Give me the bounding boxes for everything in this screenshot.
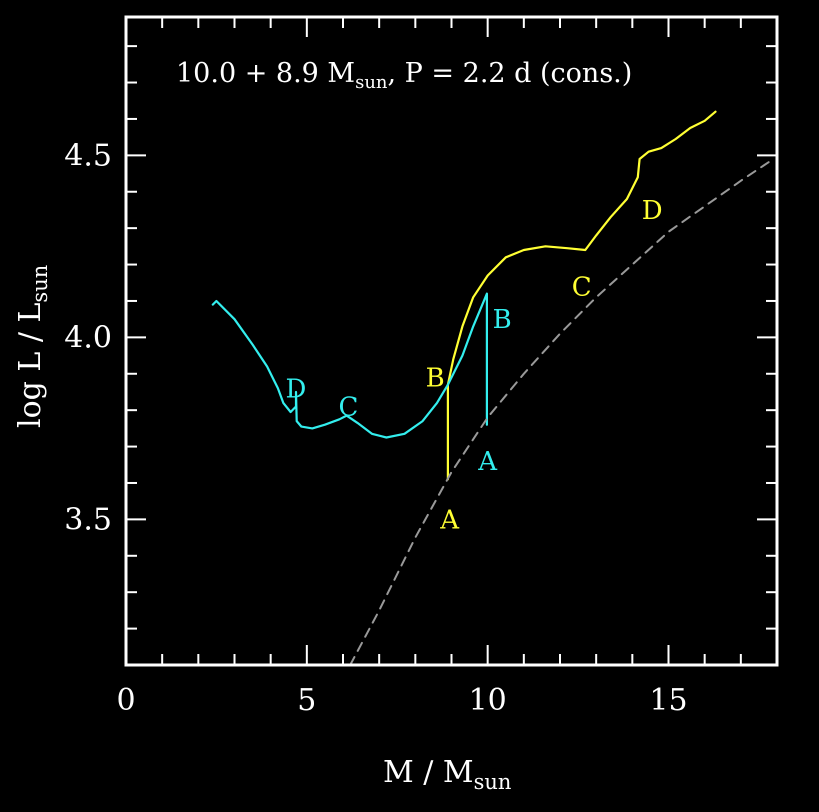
point-labels: A B C D A B C D: [286, 196, 663, 535]
primary-track: [446, 110, 717, 481]
point-label-b-primary: B: [426, 363, 445, 393]
x-tick-label: 5: [297, 683, 316, 718]
chart-annotation: 10.0 + 8.9 Msun, P = 2.2 d (cons.): [176, 58, 632, 93]
x-axis-title-main: M / M: [383, 755, 474, 790]
point-label-c-secondary: C: [338, 393, 358, 423]
annotation-subscript: sun: [355, 72, 388, 93]
point-label-d-secondary: D: [286, 374, 307, 404]
secondary-track: [211, 292, 488, 439]
point-label-a-secondary: A: [477, 447, 498, 477]
point-label-d-primary: D: [642, 196, 663, 226]
x-tick-label: 10: [469, 683, 507, 718]
y-tick-label: 3.5: [64, 502, 112, 537]
y-axis-title: log L / Lsun: [13, 265, 52, 428]
annotation-tail: , P = 2.2 d (cons.): [388, 58, 633, 89]
point-label-b-secondary: B: [493, 305, 512, 335]
reference-curve: [349, 158, 775, 666]
y-tick-label: 4.5: [64, 138, 112, 173]
y-axis-title-main: log L / L: [13, 303, 48, 428]
series-layer: [211, 110, 775, 666]
x-axis-title-subscript: sun: [474, 770, 512, 794]
plot-frame: [124, 15, 779, 667]
x-tick-label: 0: [116, 683, 135, 718]
annotation-main: 10.0 + 8.9 M: [176, 58, 355, 89]
y-tick-label: 4.0: [64, 320, 112, 355]
axis-ticks: 0 5 10 15 3.5 4.0 4.5: [64, 17, 778, 718]
y-axis-title-subscript: sun: [28, 265, 52, 303]
point-label-a-primary: A: [439, 505, 460, 535]
x-tick-label: 15: [649, 683, 687, 718]
x-axis-title: M / Msun: [383, 755, 511, 794]
point-label-c-primary: C: [572, 272, 592, 302]
